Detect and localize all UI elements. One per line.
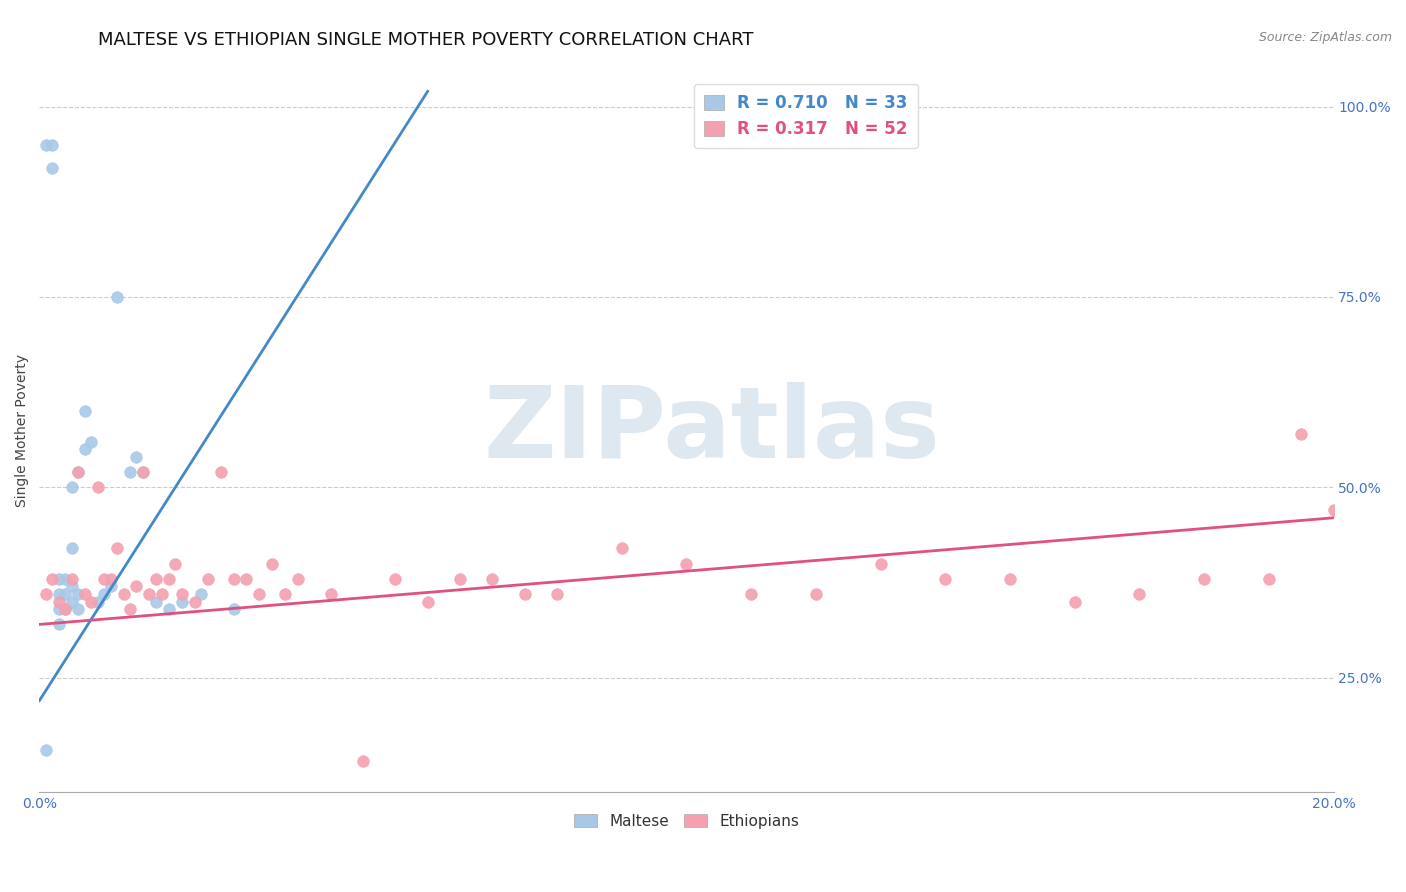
Point — [145, 572, 167, 586]
Point — [86, 480, 108, 494]
Point — [546, 587, 568, 601]
Point — [416, 594, 439, 608]
Point — [105, 541, 128, 556]
Point — [67, 465, 90, 479]
Point — [125, 579, 148, 593]
Point — [53, 602, 76, 616]
Point — [157, 572, 180, 586]
Point — [170, 594, 193, 608]
Point — [740, 587, 762, 601]
Point — [112, 587, 135, 601]
Point — [53, 572, 76, 586]
Point — [48, 602, 70, 616]
Y-axis label: Single Mother Poverty: Single Mother Poverty — [15, 354, 30, 507]
Point — [67, 587, 90, 601]
Point — [35, 743, 58, 757]
Point — [249, 587, 271, 601]
Point — [60, 480, 83, 494]
Point — [190, 587, 212, 601]
Point — [105, 290, 128, 304]
Point — [262, 557, 284, 571]
Point — [287, 572, 309, 586]
Point — [183, 594, 205, 608]
Point — [73, 442, 96, 457]
Point — [53, 587, 76, 601]
Point — [352, 755, 374, 769]
Point — [41, 137, 63, 152]
Point — [209, 465, 232, 479]
Point — [1322, 503, 1344, 517]
Text: MALTESE VS ETHIOPIAN SINGLE MOTHER POVERTY CORRELATION CHART: MALTESE VS ETHIOPIAN SINGLE MOTHER POVER… — [98, 31, 754, 49]
Point — [100, 579, 122, 593]
Point — [60, 579, 83, 593]
Point — [80, 434, 103, 449]
Point — [235, 572, 257, 586]
Point — [481, 572, 503, 586]
Point — [1257, 572, 1279, 586]
Point — [125, 450, 148, 464]
Point — [138, 587, 160, 601]
Point — [222, 602, 245, 616]
Point — [41, 572, 63, 586]
Point — [35, 137, 58, 152]
Point — [93, 572, 115, 586]
Point — [53, 602, 76, 616]
Point — [449, 572, 471, 586]
Point — [80, 594, 103, 608]
Point — [60, 541, 83, 556]
Point — [274, 587, 297, 601]
Point — [48, 617, 70, 632]
Point — [1289, 427, 1312, 442]
Point — [197, 572, 219, 586]
Point — [67, 465, 90, 479]
Point — [118, 602, 141, 616]
Point — [170, 587, 193, 601]
Point — [48, 594, 70, 608]
Point — [675, 557, 697, 571]
Point — [934, 572, 956, 586]
Point — [93, 587, 115, 601]
Point — [222, 572, 245, 586]
Point — [60, 572, 83, 586]
Point — [48, 587, 70, 601]
Point — [610, 541, 633, 556]
Point — [513, 587, 536, 601]
Point — [86, 594, 108, 608]
Point — [73, 587, 96, 601]
Point — [132, 465, 155, 479]
Point — [67, 602, 90, 616]
Point — [150, 587, 173, 601]
Point — [118, 465, 141, 479]
Legend: Maltese, Ethiopians: Maltese, Ethiopians — [568, 807, 806, 835]
Point — [1063, 594, 1085, 608]
Point — [869, 557, 891, 571]
Point — [35, 587, 58, 601]
Text: Source: ZipAtlas.com: Source: ZipAtlas.com — [1258, 31, 1392, 45]
Point — [804, 587, 827, 601]
Point — [132, 465, 155, 479]
Point — [48, 572, 70, 586]
Point — [157, 602, 180, 616]
Point — [73, 404, 96, 418]
Point — [319, 587, 342, 601]
Point — [1128, 587, 1150, 601]
Point — [998, 572, 1021, 586]
Point — [41, 161, 63, 175]
Point — [100, 572, 122, 586]
Point — [165, 557, 187, 571]
Point — [145, 594, 167, 608]
Point — [60, 594, 83, 608]
Point — [384, 572, 406, 586]
Text: ZIPatlas: ZIPatlas — [484, 382, 941, 479]
Point — [1192, 572, 1215, 586]
